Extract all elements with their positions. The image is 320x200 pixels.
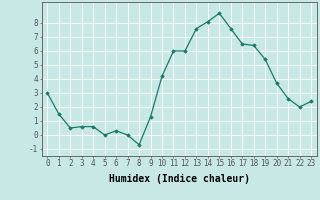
X-axis label: Humidex (Indice chaleur): Humidex (Indice chaleur) [109,174,250,184]
